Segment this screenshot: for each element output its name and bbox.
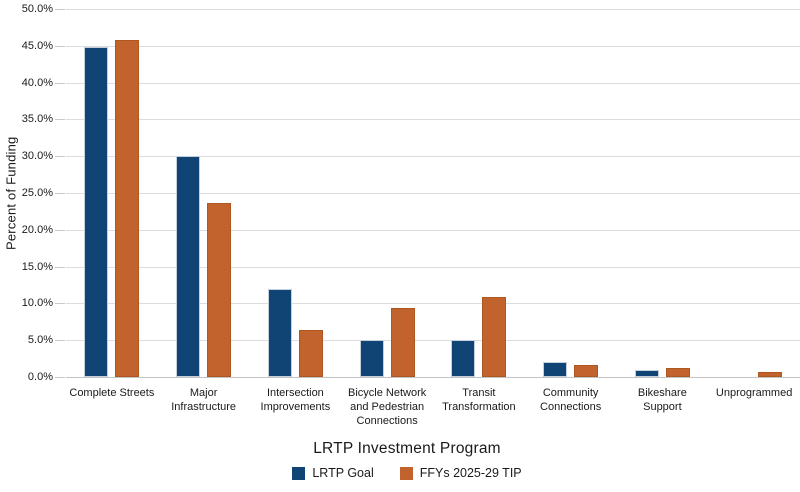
y-tick-mark-45 [55, 45, 65, 47]
bar-lrtp-goal-bicycle-network-and-pedestrian-connections [359, 340, 384, 377]
plot-area [66, 9, 800, 378]
bar-lrtp-goal-intersection-improvements [267, 288, 292, 377]
bar-ffys-2025-29-tip-bicycle-network-and-pedestrian-connections [390, 307, 415, 377]
y-tick-label-0: 0.0% [27, 371, 53, 383]
bar-ffys-2025-29-tip-unprogrammed [757, 371, 782, 377]
legend-swatch-ffys-2025-29-tip [399, 466, 413, 480]
x-label-complete-streets: Complete Streets [66, 386, 158, 400]
gridline-5 [66, 340, 800, 342]
gridline-30 [66, 156, 800, 158]
gridline-40 [66, 82, 800, 84]
y-tick-mark-35 [55, 119, 65, 121]
bar-lrtp-goal-transit-transformation [451, 340, 476, 377]
category-column-transit-transformation [433, 9, 525, 377]
y-tick-label-5: 5.0% [27, 334, 53, 347]
y-tick-label-40: 40.0% [21, 76, 53, 89]
y-tick-mark-5 [55, 340, 65, 342]
y-tick-mark-25 [55, 193, 65, 194]
x-label-line: and Pedestrian [350, 401, 425, 413]
category-column-intersection-improvements [250, 9, 342, 377]
bar-ffys-2025-29-tip-intersection-improvements [298, 329, 323, 377]
chart-legend: LRTP Goal FFYs 2025-29 TIP [40, 466, 774, 480]
legend-label-lrtp-goal: LRTP Goal [312, 466, 374, 480]
x-label-transit-transformation: Transit Transformation [433, 386, 525, 414]
category-column-unprogrammed [708, 9, 800, 377]
y-tick-label-50: 50.0% [21, 3, 53, 15]
y-tick-label-15: 15.0% [21, 260, 53, 273]
bar-ffys-2025-29-tip-complete-streets [115, 39, 140, 377]
y-tick-label-20: 20.0% [21, 223, 53, 236]
category-column-complete-streets [66, 9, 158, 377]
bar-ffys-2025-29-tip-major-infrastructure [207, 203, 232, 377]
bar-lrtp-goal-bikeshare-support [634, 369, 659, 377]
x-label-line: Major [189, 387, 218, 399]
bar-ffys-2025-29-tip-bikeshare-support [665, 368, 690, 377]
x-axis-title: LRTP Investment Program [313, 440, 501, 457]
bar-columns [66, 9, 800, 377]
bar-lrtp-goal-major-infrastructure [176, 156, 201, 377]
category-column-major-infrastructure [158, 9, 250, 377]
gridline-45 [66, 45, 800, 47]
x-label-line: Unprogrammed [715, 387, 793, 399]
bar-lrtp-goal-community-connections [543, 362, 568, 377]
x-label-line: Complete Streets [69, 387, 155, 399]
x-label-bicycle-network-and-pedestrian-connections: Bicycle Network and Pedestrian Connections [341, 386, 433, 428]
x-label-line: Support [643, 401, 682, 413]
y-tick-mark-30 [55, 156, 65, 158]
legend-item-lrtp-goal: LRTP Goal [292, 466, 374, 480]
y-tick-mark-15 [55, 266, 65, 268]
bar-ffys-2025-29-tip-community-connections [574, 364, 599, 377]
x-label-major-infrastructure: Major Infrastructure [158, 386, 250, 414]
x-label-community-connections: Community Connections [525, 386, 617, 414]
gridline-35 [66, 119, 800, 121]
x-label-line: Bikeshare [637, 387, 687, 399]
legend-item-ffys-2025-29-tip: FFYs 2025-29 TIP [399, 466, 522, 480]
y-tick-mark-50 [55, 9, 65, 10]
category-column-bikeshare-support [617, 9, 709, 377]
y-tick-label-30: 30.0% [21, 150, 53, 163]
x-label-line: Infrastructure [171, 401, 237, 413]
gridline-20 [66, 229, 800, 231]
x-label-line: Bicycle Network [348, 387, 427, 399]
gridline-15 [66, 266, 800, 268]
y-tick-label-25: 25.0% [21, 187, 53, 199]
bar-lrtp-goal-complete-streets [84, 46, 109, 377]
category-column-bicycle-network-and-pedestrian-connections [341, 9, 433, 377]
x-label-line: Connections [356, 415, 418, 427]
y-tick-label-35: 35.0% [21, 113, 53, 126]
x-label-line: Transformation [442, 401, 516, 413]
x-label-intersection-improvements: Intersection Improvements [250, 386, 342, 414]
y-tick-mark-0 [55, 377, 65, 378]
x-label-unprogrammed: Unprogrammed [708, 386, 800, 400]
y-tick-mark-40 [55, 82, 65, 84]
x-label-line: Improvements [260, 401, 331, 413]
legend-swatch-lrtp-goal [292, 466, 306, 480]
bar-ffys-2025-29-tip-transit-transformation [482, 296, 507, 377]
x-label-line: Intersection [266, 387, 324, 399]
legend-label-ffys-2025-29-tip: FFYs 2025-29 TIP [419, 466, 522, 480]
y-tick-label-45: 45.0% [21, 39, 53, 52]
gridline-10 [66, 303, 800, 305]
gridline-50 [66, 9, 800, 10]
x-label-line: Community [542, 387, 599, 399]
y-tick-mark-20 [55, 229, 65, 231]
y-tick-label-10: 10.0% [21, 297, 53, 310]
y-tick-mark-10 [55, 303, 65, 305]
x-label-bikeshare-support: Bikeshare Support [617, 386, 709, 414]
x-label-line: Connections [540, 401, 602, 413]
y-axis: 0.0% 5.0% 10.0% 15.0% 20.0% 25.0% 30.0% 35.0% 40… [0, 3, 66, 383]
gridline-25 [66, 193, 800, 194]
gridline-0 [66, 377, 800, 378]
x-label-line: Transit [462, 387, 496, 399]
category-column-community-connections [525, 9, 617, 377]
